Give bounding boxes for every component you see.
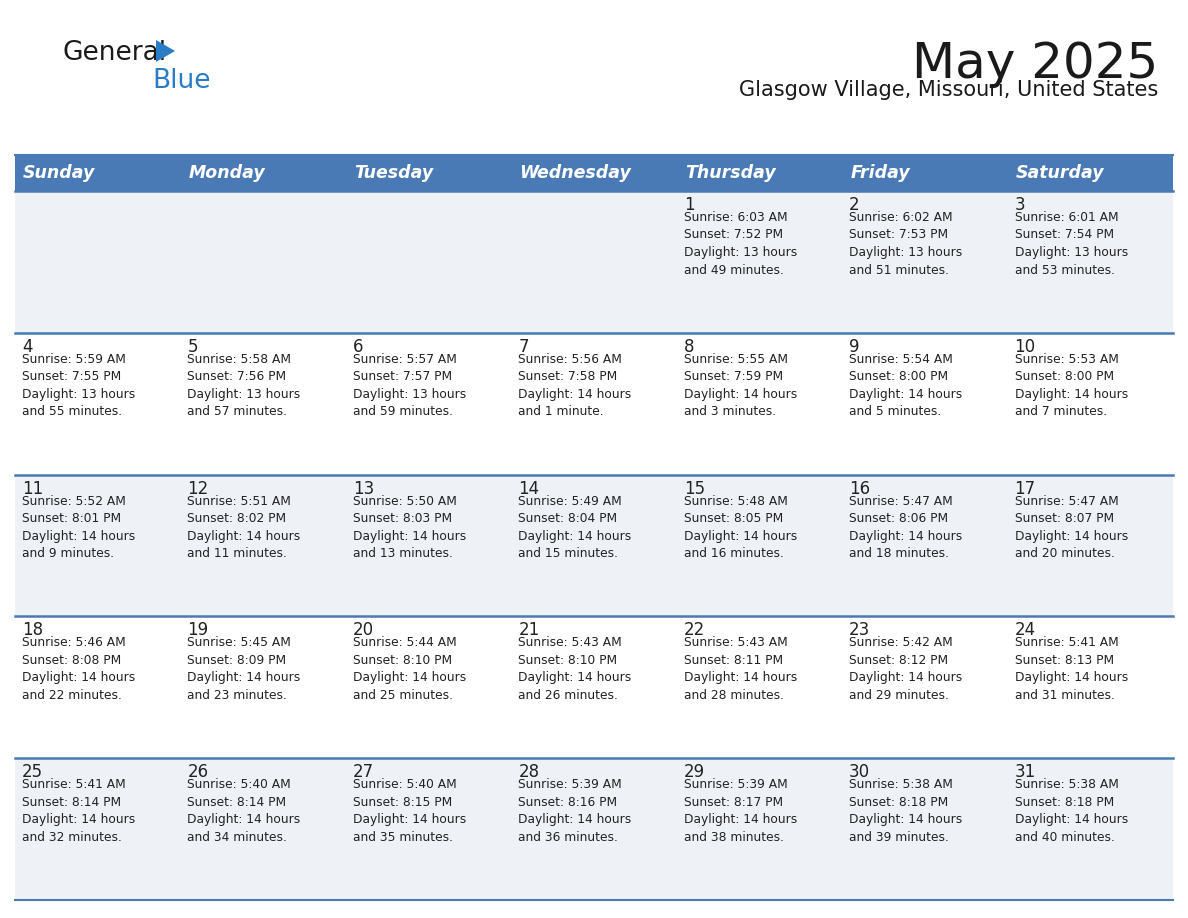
Text: Sunrise: 5:56 AM
Sunset: 7:58 PM
Daylight: 14 hours
and 1 minute.: Sunrise: 5:56 AM Sunset: 7:58 PM Dayligh… (518, 353, 632, 419)
Text: Sunrise: 5:47 AM
Sunset: 8:07 PM
Daylight: 14 hours
and 20 minutes.: Sunrise: 5:47 AM Sunset: 8:07 PM Dayligh… (1015, 495, 1127, 560)
Text: May 2025: May 2025 (911, 40, 1158, 88)
Text: 19: 19 (188, 621, 209, 640)
Text: 15: 15 (684, 479, 704, 498)
Text: 7: 7 (518, 338, 529, 356)
Text: 17: 17 (1015, 479, 1036, 498)
Text: Sunrise: 5:55 AM
Sunset: 7:59 PM
Daylight: 14 hours
and 3 minutes.: Sunrise: 5:55 AM Sunset: 7:59 PM Dayligh… (684, 353, 797, 419)
Text: Sunrise: 5:45 AM
Sunset: 8:09 PM
Daylight: 14 hours
and 23 minutes.: Sunrise: 5:45 AM Sunset: 8:09 PM Dayligh… (188, 636, 301, 702)
Text: Sunrise: 5:49 AM
Sunset: 8:04 PM
Daylight: 14 hours
and 15 minutes.: Sunrise: 5:49 AM Sunset: 8:04 PM Dayligh… (518, 495, 632, 560)
Text: 28: 28 (518, 763, 539, 781)
Text: Sunrise: 5:40 AM
Sunset: 8:15 PM
Daylight: 14 hours
and 35 minutes.: Sunrise: 5:40 AM Sunset: 8:15 PM Dayligh… (353, 778, 466, 844)
Text: 11: 11 (23, 479, 43, 498)
Text: 23: 23 (849, 621, 871, 640)
Text: General: General (62, 40, 166, 66)
Bar (15, 758, 1173, 900)
Text: Sunrise: 5:53 AM
Sunset: 8:00 PM
Daylight: 14 hours
and 7 minutes.: Sunrise: 5:53 AM Sunset: 8:00 PM Dayligh… (1015, 353, 1127, 419)
Text: Wednesday: Wednesday (519, 164, 631, 182)
Text: 22: 22 (684, 621, 704, 640)
Text: Sunrise: 5:43 AM
Sunset: 8:11 PM
Daylight: 14 hours
and 28 minutes.: Sunrise: 5:43 AM Sunset: 8:11 PM Dayligh… (684, 636, 797, 702)
Text: Sunrise: 5:58 AM
Sunset: 7:56 PM
Daylight: 13 hours
and 57 minutes.: Sunrise: 5:58 AM Sunset: 7:56 PM Dayligh… (188, 353, 301, 419)
Text: Sunrise: 5:44 AM
Sunset: 8:10 PM
Daylight: 14 hours
and 25 minutes.: Sunrise: 5:44 AM Sunset: 8:10 PM Dayligh… (353, 636, 466, 702)
Text: Sunrise: 5:52 AM
Sunset: 8:01 PM
Daylight: 14 hours
and 9 minutes.: Sunrise: 5:52 AM Sunset: 8:01 PM Dayligh… (23, 495, 135, 560)
Text: 24: 24 (1015, 621, 1036, 640)
Text: Sunrise: 5:51 AM
Sunset: 8:02 PM
Daylight: 14 hours
and 11 minutes.: Sunrise: 5:51 AM Sunset: 8:02 PM Dayligh… (188, 495, 301, 560)
Text: Glasgow Village, Missouri, United States: Glasgow Village, Missouri, United States (739, 80, 1158, 100)
Text: 30: 30 (849, 763, 871, 781)
Text: Blue: Blue (152, 68, 210, 94)
Text: Friday: Friday (851, 164, 910, 182)
Text: Sunrise: 5:48 AM
Sunset: 8:05 PM
Daylight: 14 hours
and 16 minutes.: Sunrise: 5:48 AM Sunset: 8:05 PM Dayligh… (684, 495, 797, 560)
Text: Sunday: Sunday (23, 164, 95, 182)
Text: 21: 21 (518, 621, 539, 640)
Text: Sunrise: 5:39 AM
Sunset: 8:17 PM
Daylight: 14 hours
and 38 minutes.: Sunrise: 5:39 AM Sunset: 8:17 PM Dayligh… (684, 778, 797, 844)
Text: 27: 27 (353, 763, 374, 781)
Text: Sunrise: 5:59 AM
Sunset: 7:55 PM
Daylight: 13 hours
and 55 minutes.: Sunrise: 5:59 AM Sunset: 7:55 PM Dayligh… (23, 353, 135, 419)
Text: Tuesday: Tuesday (354, 164, 434, 182)
Text: 16: 16 (849, 479, 871, 498)
Text: Saturday: Saturday (1016, 164, 1104, 182)
Text: 12: 12 (188, 479, 209, 498)
Text: 29: 29 (684, 763, 704, 781)
Text: 14: 14 (518, 479, 539, 498)
Text: 20: 20 (353, 621, 374, 640)
Text: Sunrise: 6:02 AM
Sunset: 7:53 PM
Daylight: 13 hours
and 51 minutes.: Sunrise: 6:02 AM Sunset: 7:53 PM Dayligh… (849, 211, 962, 276)
Text: 3: 3 (1015, 196, 1025, 214)
Text: Thursday: Thursday (684, 164, 776, 182)
Text: Sunrise: 5:47 AM
Sunset: 8:06 PM
Daylight: 14 hours
and 18 minutes.: Sunrise: 5:47 AM Sunset: 8:06 PM Dayligh… (849, 495, 962, 560)
Text: 8: 8 (684, 338, 694, 356)
Text: 5: 5 (188, 338, 198, 356)
Text: Sunrise: 5:38 AM
Sunset: 8:18 PM
Daylight: 14 hours
and 39 minutes.: Sunrise: 5:38 AM Sunset: 8:18 PM Dayligh… (849, 778, 962, 844)
Text: 10: 10 (1015, 338, 1036, 356)
Text: Sunrise: 5:43 AM
Sunset: 8:10 PM
Daylight: 14 hours
and 26 minutes.: Sunrise: 5:43 AM Sunset: 8:10 PM Dayligh… (518, 636, 632, 702)
Text: 9: 9 (849, 338, 860, 356)
Text: Sunrise: 5:41 AM
Sunset: 8:14 PM
Daylight: 14 hours
and 32 minutes.: Sunrise: 5:41 AM Sunset: 8:14 PM Dayligh… (23, 778, 135, 844)
Text: Monday: Monday (189, 164, 265, 182)
Bar (15, 191, 1173, 333)
Text: Sunrise: 5:38 AM
Sunset: 8:18 PM
Daylight: 14 hours
and 40 minutes.: Sunrise: 5:38 AM Sunset: 8:18 PM Dayligh… (1015, 778, 1127, 844)
Text: Sunrise: 5:50 AM
Sunset: 8:03 PM
Daylight: 14 hours
and 13 minutes.: Sunrise: 5:50 AM Sunset: 8:03 PM Dayligh… (353, 495, 466, 560)
Text: Sunrise: 5:46 AM
Sunset: 8:08 PM
Daylight: 14 hours
and 22 minutes.: Sunrise: 5:46 AM Sunset: 8:08 PM Dayligh… (23, 636, 135, 702)
Text: Sunrise: 5:57 AM
Sunset: 7:57 PM
Daylight: 13 hours
and 59 minutes.: Sunrise: 5:57 AM Sunset: 7:57 PM Dayligh… (353, 353, 466, 419)
Text: Sunrise: 5:42 AM
Sunset: 8:12 PM
Daylight: 14 hours
and 29 minutes.: Sunrise: 5:42 AM Sunset: 8:12 PM Dayligh… (849, 636, 962, 702)
Text: Sunrise: 6:03 AM
Sunset: 7:52 PM
Daylight: 13 hours
and 49 minutes.: Sunrise: 6:03 AM Sunset: 7:52 PM Dayligh… (684, 211, 797, 276)
Bar (15, 475, 1173, 616)
Bar (15, 333, 1173, 475)
Text: Sunrise: 5:54 AM
Sunset: 8:00 PM
Daylight: 14 hours
and 5 minutes.: Sunrise: 5:54 AM Sunset: 8:00 PM Dayligh… (849, 353, 962, 419)
Text: 4: 4 (23, 338, 32, 356)
Polygon shape (156, 40, 175, 62)
Text: 26: 26 (188, 763, 209, 781)
Text: 25: 25 (23, 763, 43, 781)
Text: Sunrise: 5:39 AM
Sunset: 8:16 PM
Daylight: 14 hours
and 36 minutes.: Sunrise: 5:39 AM Sunset: 8:16 PM Dayligh… (518, 778, 632, 844)
Bar (15, 616, 1173, 758)
Text: 13: 13 (353, 479, 374, 498)
Text: 1: 1 (684, 196, 694, 214)
Text: 2: 2 (849, 196, 860, 214)
Text: 31: 31 (1015, 763, 1036, 781)
Text: 6: 6 (353, 338, 364, 356)
Text: Sunrise: 6:01 AM
Sunset: 7:54 PM
Daylight: 13 hours
and 53 minutes.: Sunrise: 6:01 AM Sunset: 7:54 PM Dayligh… (1015, 211, 1127, 276)
Text: Sunrise: 5:40 AM
Sunset: 8:14 PM
Daylight: 14 hours
and 34 minutes.: Sunrise: 5:40 AM Sunset: 8:14 PM Dayligh… (188, 778, 301, 844)
Text: 18: 18 (23, 621, 43, 640)
Text: Sunrise: 5:41 AM
Sunset: 8:13 PM
Daylight: 14 hours
and 31 minutes.: Sunrise: 5:41 AM Sunset: 8:13 PM Dayligh… (1015, 636, 1127, 702)
Bar (15, 155, 1173, 191)
